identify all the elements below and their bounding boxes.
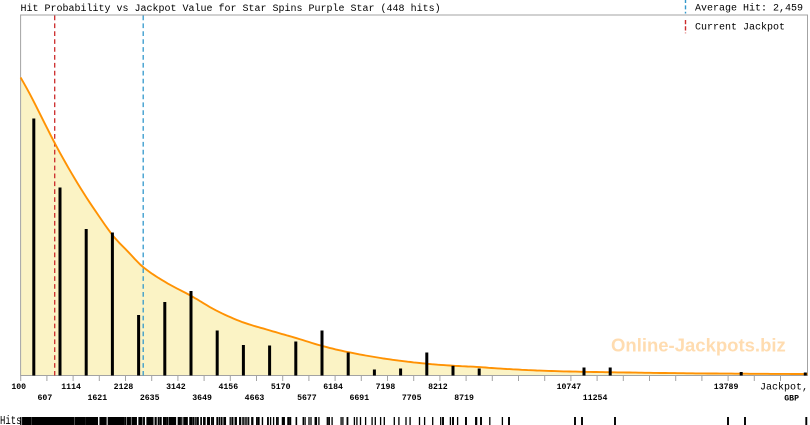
svg-text:10747: 10747 (557, 383, 582, 392)
svg-text:5170: 5170 (271, 383, 291, 392)
svg-text:1114: 1114 (61, 383, 81, 392)
svg-text:Hits: Hits (0, 415, 22, 425)
svg-text:7198: 7198 (376, 383, 396, 392)
svg-text:2635: 2635 (140, 394, 160, 403)
svg-text:GBP: GBP (784, 395, 799, 404)
svg-text:1621: 1621 (87, 394, 107, 403)
svg-text:6691: 6691 (349, 394, 369, 403)
svg-text:Average Hit: 2,459: Average Hit: 2,459 (695, 3, 803, 15)
svg-text:8719: 8719 (454, 394, 474, 403)
svg-text:3142: 3142 (166, 383, 186, 392)
svg-text:Jackpot,: Jackpot, (760, 382, 808, 394)
svg-text:8212: 8212 (428, 383, 448, 392)
svg-text:3649: 3649 (192, 394, 212, 403)
svg-text:13789: 13789 (714, 383, 739, 392)
svg-text:2128: 2128 (114, 383, 134, 392)
svg-text:Online-Jackpots.biz: Online-Jackpots.biz (611, 335, 786, 356)
svg-text:100: 100 (11, 383, 26, 392)
svg-text:11254: 11254 (583, 394, 608, 403)
svg-text:Hit Probability vs Jackpot Val: Hit Probability vs Jackpot Value for Sta… (21, 3, 441, 15)
svg-text:4156: 4156 (218, 383, 238, 392)
svg-text:5677: 5677 (297, 394, 317, 403)
svg-text:4663: 4663 (245, 394, 265, 403)
svg-text:7705: 7705 (402, 394, 422, 403)
svg-text:Current Jackpot: Current Jackpot (695, 22, 785, 34)
svg-text:6184: 6184 (323, 383, 343, 392)
svg-text:607: 607 (38, 394, 53, 403)
